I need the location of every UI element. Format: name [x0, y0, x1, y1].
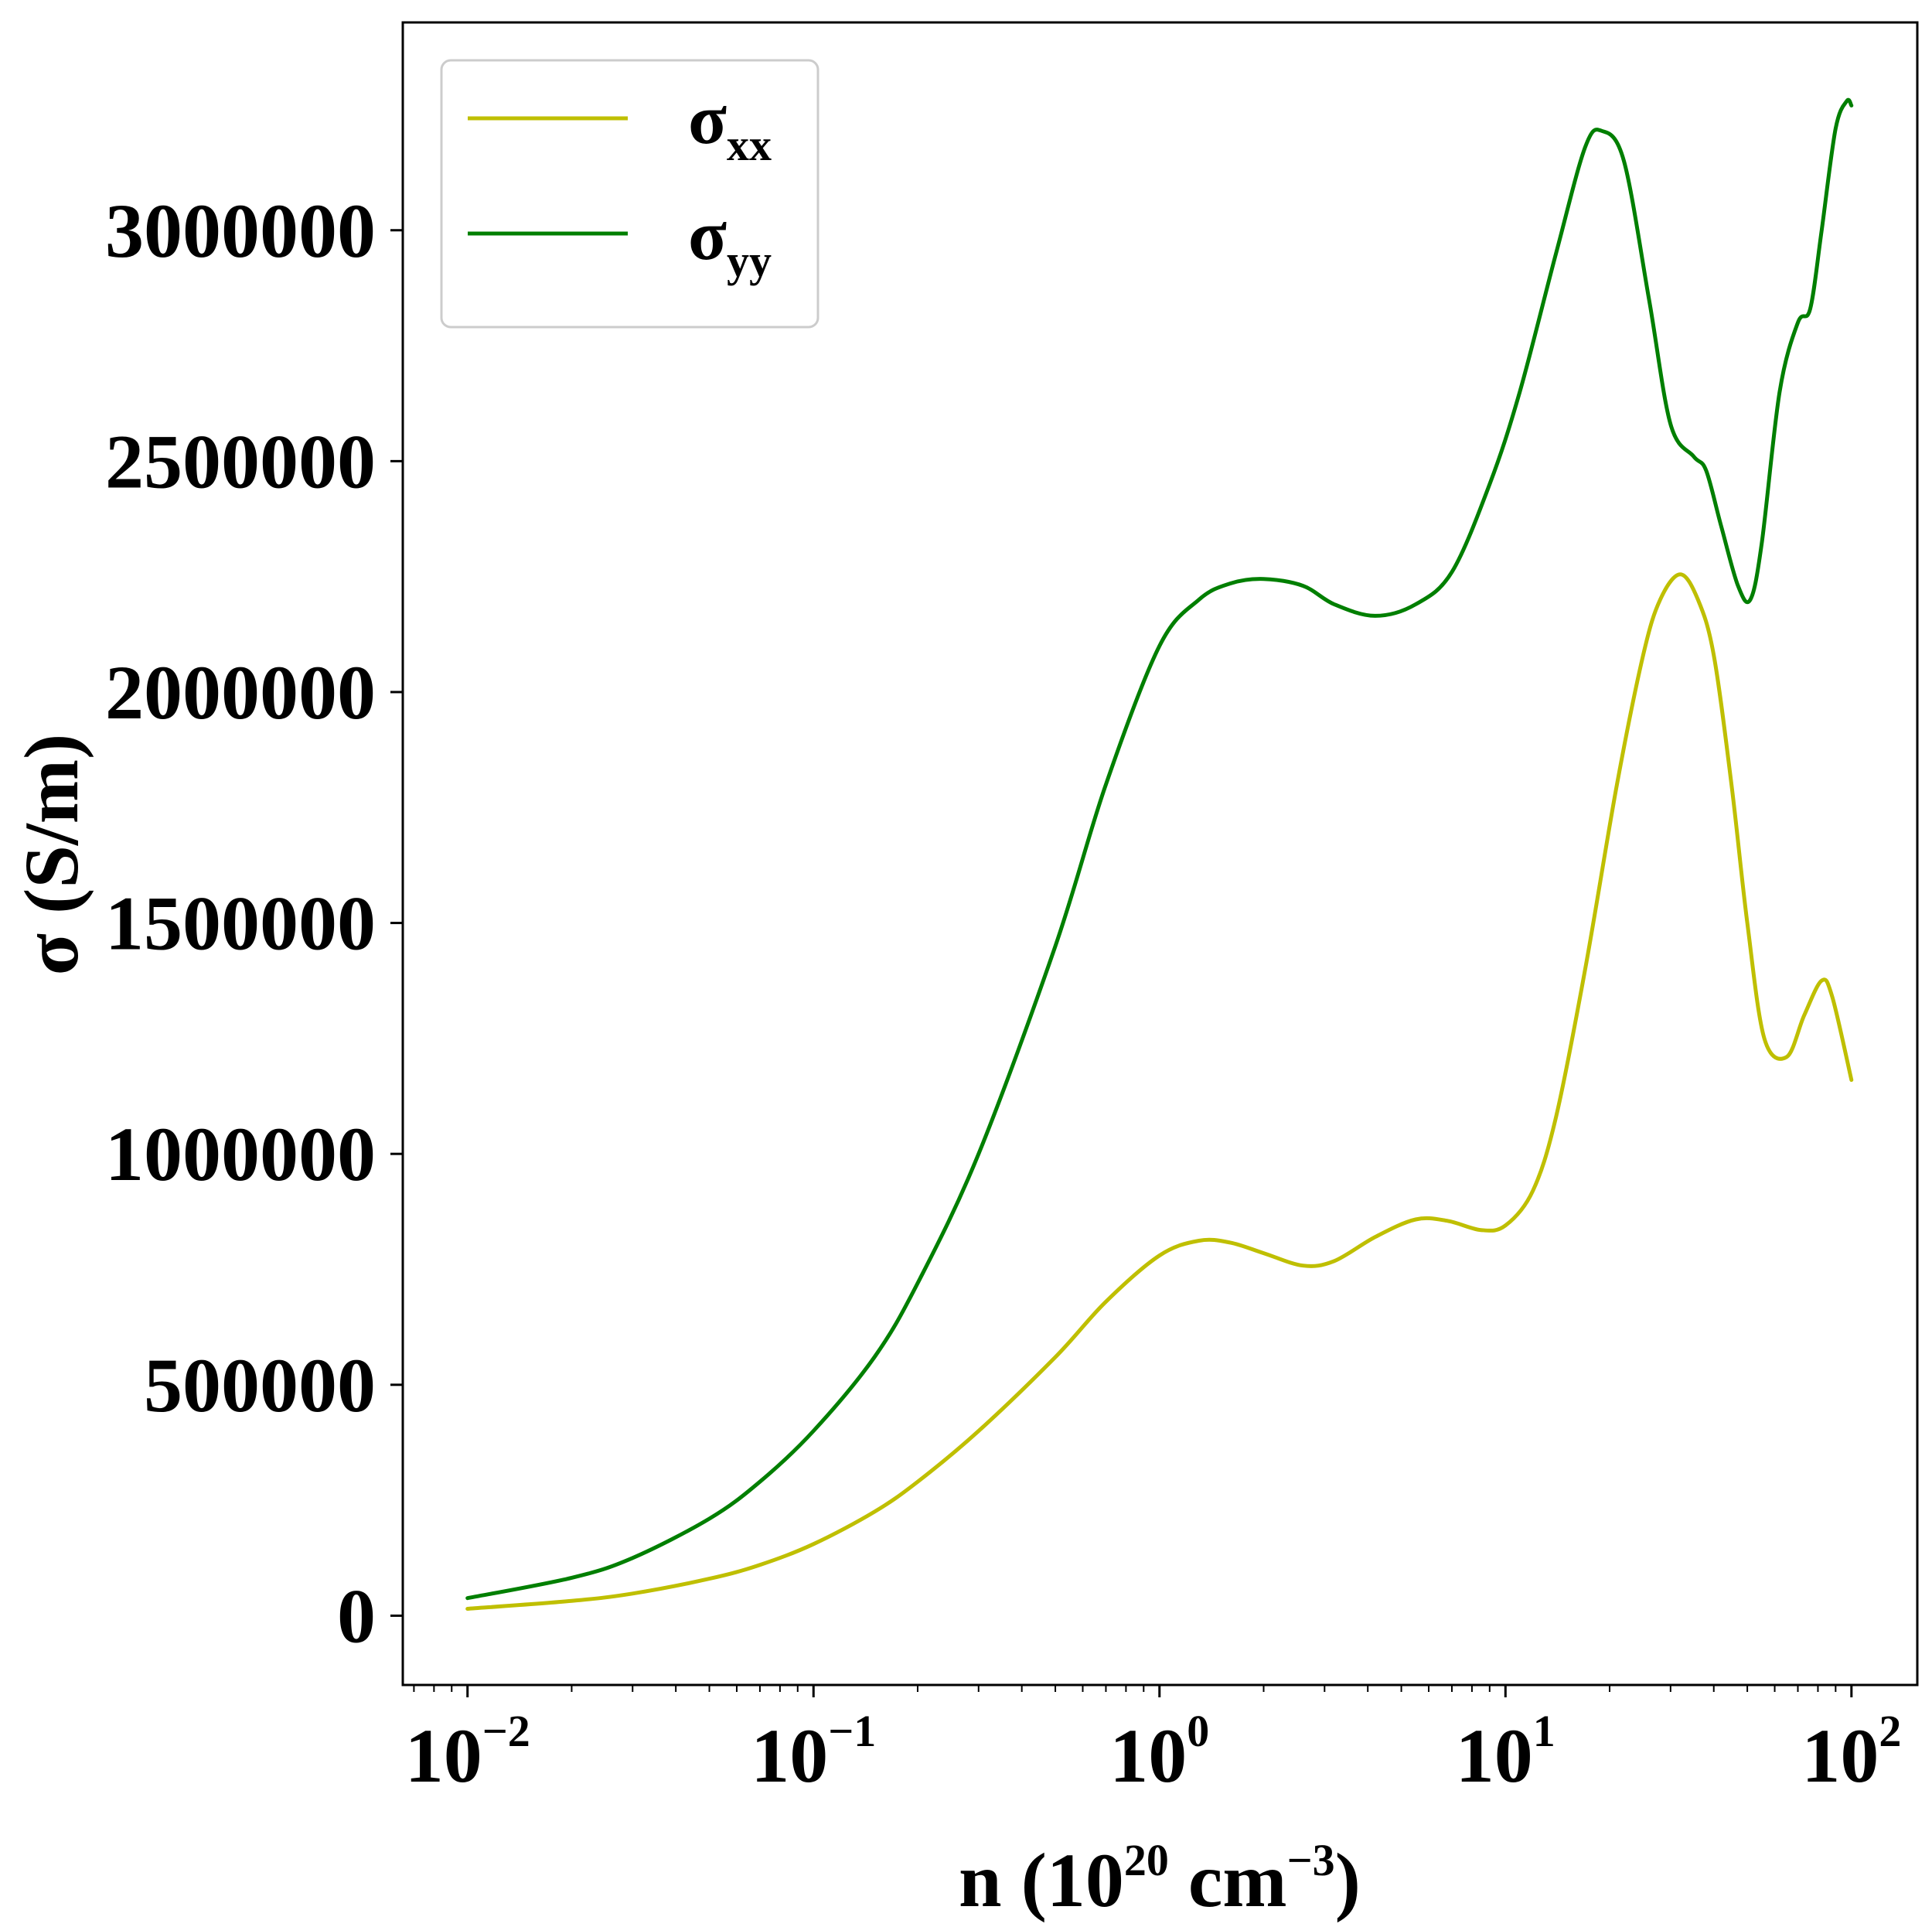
legend-label-sigma-xx: σxx [688, 80, 772, 170]
x-tick-label: 10−1 [751, 1706, 876, 1799]
series-line-sigma-yy [465, 97, 1854, 1601]
y-tick-label: 500000 [144, 1342, 376, 1428]
y-tick-label: 1000000 [105, 1111, 376, 1197]
legend-label-sigma-yy-sub: yy [727, 236, 772, 286]
x-axis-label-middle: cm [1169, 1837, 1287, 1923]
y-axis-label: σ (S/m) [9, 734, 94, 976]
x-tick-label: 102 [1801, 1706, 1901, 1799]
y-tick-label: 1500000 [105, 881, 376, 967]
x-tick-label: 10−2 [405, 1706, 530, 1799]
legend-box [440, 59, 819, 329]
y-tick-label: 2000000 [105, 650, 376, 735]
y-tick-label: 3000000 [105, 188, 376, 274]
x-axis-label-prefix: n (10 [959, 1837, 1124, 1923]
y-axis-ticks: 0 500000 1000000 1500000 2000000 2500000 30000… [105, 188, 403, 1659]
series-line-sigma-xx [465, 572, 1854, 1611]
x-axis-label-exp1: 20 [1124, 1835, 1169, 1885]
legend-label-sigma-yy: σyy [688, 196, 772, 286]
x-axis-label-exp2: −3 [1287, 1835, 1335, 1885]
legend: σxx σyy [440, 59, 819, 329]
legend-label-sigma-yy-base: σ [688, 196, 727, 275]
x-axis-label: n (1020 cm−3) [959, 1835, 1361, 1923]
svg-text:n (1020 cm−3): n (1020 cm−3) [959, 1835, 1361, 1923]
x-tick-label: 101 [1456, 1706, 1555, 1799]
x-tick-label: 100 [1109, 1706, 1209, 1799]
x-axis-ticks: 10−2 10−1 100 101 102 [405, 1685, 1901, 1799]
x-axis-label-suffix: ) [1335, 1837, 1361, 1923]
y-tick-label: 2500000 [105, 418, 376, 504]
series-lines [465, 97, 1854, 1611]
y-tick-label: 0 [337, 1573, 376, 1659]
legend-label-sigma-xx-base: σ [688, 80, 727, 159]
legend-label-sigma-xx-sub: xx [727, 120, 772, 170]
